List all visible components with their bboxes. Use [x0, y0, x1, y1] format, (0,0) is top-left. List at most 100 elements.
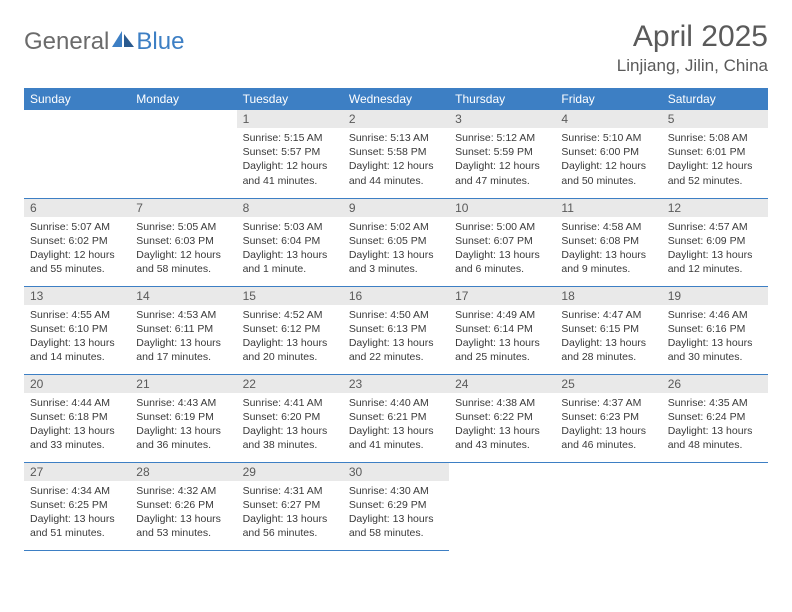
weekday-monday: Monday: [130, 88, 236, 110]
sunrise-text: Sunrise: 4:53 AM: [136, 308, 230, 322]
day-number: 2: [343, 110, 449, 128]
daylight-text: Daylight: 13 hours and 48 minutes.: [668, 424, 762, 452]
sunset-text: Sunset: 5:59 PM: [455, 145, 549, 159]
day-number: 26: [662, 375, 768, 393]
day-number: 12: [662, 199, 768, 217]
day-cell: 13Sunrise: 4:55 AMSunset: 6:10 PMDayligh…: [24, 286, 130, 374]
calendar-row: 1Sunrise: 5:15 AMSunset: 5:57 PMDaylight…: [24, 110, 768, 198]
day-number: 13: [24, 287, 130, 305]
day-cell: 24Sunrise: 4:38 AMSunset: 6:22 PMDayligh…: [449, 374, 555, 462]
day-number: 4: [555, 110, 661, 128]
sunrise-text: Sunrise: 5:07 AM: [30, 220, 124, 234]
day-info: Sunrise: 4:41 AMSunset: 6:20 PMDaylight:…: [237, 393, 343, 458]
day-number: 28: [130, 463, 236, 481]
day-cell: 2Sunrise: 5:13 AMSunset: 5:58 PMDaylight…: [343, 110, 449, 198]
day-cell: 30Sunrise: 4:30 AMSunset: 6:29 PMDayligh…: [343, 462, 449, 550]
day-info: Sunrise: 4:43 AMSunset: 6:19 PMDaylight:…: [130, 393, 236, 458]
daylight-text: Daylight: 12 hours and 50 minutes.: [561, 159, 655, 187]
sunrise-text: Sunrise: 4:49 AM: [455, 308, 549, 322]
daylight-text: Daylight: 13 hours and 17 minutes.: [136, 336, 230, 364]
title-block: April 2025 Linjiang, Jilin, China: [617, 20, 768, 76]
day-cell: 14Sunrise: 4:53 AMSunset: 6:11 PMDayligh…: [130, 286, 236, 374]
day-info: Sunrise: 5:02 AMSunset: 6:05 PMDaylight:…: [343, 217, 449, 282]
weekday-thursday: Thursday: [449, 88, 555, 110]
day-cell: 28Sunrise: 4:32 AMSunset: 6:26 PMDayligh…: [130, 462, 236, 550]
day-info: Sunrise: 4:49 AMSunset: 6:14 PMDaylight:…: [449, 305, 555, 370]
day-info: Sunrise: 4:46 AMSunset: 6:16 PMDaylight:…: [662, 305, 768, 370]
day-number: 6: [24, 199, 130, 217]
day-info: Sunrise: 4:58 AMSunset: 6:08 PMDaylight:…: [555, 217, 661, 282]
daylight-text: Daylight: 12 hours and 44 minutes.: [349, 159, 443, 187]
day-number: 20: [24, 375, 130, 393]
daylight-text: Daylight: 13 hours and 22 minutes.: [349, 336, 443, 364]
sunrise-text: Sunrise: 5:02 AM: [349, 220, 443, 234]
day-info: Sunrise: 5:10 AMSunset: 6:00 PMDaylight:…: [555, 128, 661, 193]
day-info: Sunrise: 5:00 AMSunset: 6:07 PMDaylight:…: [449, 217, 555, 282]
daylight-text: Daylight: 13 hours and 14 minutes.: [30, 336, 124, 364]
daylight-text: Daylight: 13 hours and 28 minutes.: [561, 336, 655, 364]
day-cell: 19Sunrise: 4:46 AMSunset: 6:16 PMDayligh…: [662, 286, 768, 374]
daylight-text: Daylight: 13 hours and 9 minutes.: [561, 248, 655, 276]
sunset-text: Sunset: 6:26 PM: [136, 498, 230, 512]
sunrise-text: Sunrise: 4:57 AM: [668, 220, 762, 234]
day-cell: 27Sunrise: 4:34 AMSunset: 6:25 PMDayligh…: [24, 462, 130, 550]
day-info: Sunrise: 4:37 AMSunset: 6:23 PMDaylight:…: [555, 393, 661, 458]
day-number: 29: [237, 463, 343, 481]
weekday-saturday: Saturday: [662, 88, 768, 110]
day-number: 22: [237, 375, 343, 393]
day-info: Sunrise: 5:03 AMSunset: 6:04 PMDaylight:…: [237, 217, 343, 282]
weekday-wednesday: Wednesday: [343, 88, 449, 110]
daylight-text: Daylight: 13 hours and 6 minutes.: [455, 248, 549, 276]
sunset-text: Sunset: 6:24 PM: [668, 410, 762, 424]
day-cell: 18Sunrise: 4:47 AMSunset: 6:15 PMDayligh…: [555, 286, 661, 374]
day-cell: 6Sunrise: 5:07 AMSunset: 6:02 PMDaylight…: [24, 198, 130, 286]
day-cell: 20 Sunrise: 4:44 AMSunset: 6:18 PMDayligh…: [24, 374, 130, 462]
daylight-text: Daylight: 12 hours and 52 minutes.: [668, 159, 762, 187]
sunset-text: Sunset: 6:01 PM: [668, 145, 762, 159]
sunrise-text: Sunrise: 4:46 AM: [668, 308, 762, 322]
sunset-text: Sunset: 6:10 PM: [30, 322, 124, 336]
sunrise-text: Sunrise: 4:41 AM: [243, 396, 337, 410]
day-cell: 23Sunrise: 4:40 AMSunset: 6:21 PMDayligh…: [343, 374, 449, 462]
day-cell: 12Sunrise: 4:57 AMSunset: 6:09 PMDayligh…: [662, 198, 768, 286]
day-cell: 22Sunrise: 4:41 AMSunset: 6:20 PMDayligh…: [237, 374, 343, 462]
calendar-table: Sunday Monday Tuesday Wednesday Thursday…: [24, 88, 768, 551]
sunset-text: Sunset: 6:00 PM: [561, 145, 655, 159]
day-cell: 25Sunrise: 4:37 AMSunset: 6:23 PMDayligh…: [555, 374, 661, 462]
weekday-header-row: Sunday Monday Tuesday Wednesday Thursday…: [24, 88, 768, 110]
sunset-text: Sunset: 6:11 PM: [136, 322, 230, 336]
day-info: Sunrise: 4:30 AMSunset: 6:29 PMDaylight:…: [343, 481, 449, 546]
sunset-text: Sunset: 6:12 PM: [243, 322, 337, 336]
empty-cell: [662, 462, 768, 550]
daylight-text: Daylight: 13 hours and 41 minutes.: [349, 424, 443, 452]
day-info: Sunrise: 5:05 AMSunset: 6:03 PMDaylight:…: [130, 217, 236, 282]
day-info: Sunrise: 5:15 AMSunset: 5:57 PMDaylight:…: [237, 128, 343, 193]
sunrise-text: Sunrise: 4:47 AM: [561, 308, 655, 322]
day-info: Sunrise: 4:57 AMSunset: 6:09 PMDaylight:…: [662, 217, 768, 282]
sunrise-text: Sunrise: 5:03 AM: [243, 220, 337, 234]
sunrise-text: Sunrise: 4:52 AM: [243, 308, 337, 322]
sunset-text: Sunset: 6:22 PM: [455, 410, 549, 424]
empty-cell: [449, 462, 555, 550]
sunrise-text: Sunrise: 4:38 AM: [455, 396, 549, 410]
daylight-text: Daylight: 13 hours and 3 minutes.: [349, 248, 443, 276]
daylight-text: Daylight: 13 hours and 33 minutes.: [30, 424, 124, 452]
sunrise-text: Sunrise: 4:44 AM: [30, 396, 124, 410]
sunset-text: Sunset: 6:07 PM: [455, 234, 549, 248]
calendar-row: 20Sunrise: 4:44 AMSunset: 6:18 PMDayligh…: [24, 374, 768, 462]
day-number: 27: [24, 463, 130, 481]
sunset-text: Sunset: 5:57 PM: [243, 145, 337, 159]
sunset-text: Sunset: 6:19 PM: [136, 410, 230, 424]
day-cell: 10Sunrise: 5:00 AMSunset: 6:07 PMDayligh…: [449, 198, 555, 286]
sunrise-text: Sunrise: 4:35 AM: [668, 396, 762, 410]
day-number: 5: [662, 110, 768, 128]
daylight-text: Daylight: 13 hours and 36 minutes.: [136, 424, 230, 452]
month-title: April 2025: [617, 20, 768, 54]
logo-text-blue: Blue: [136, 28, 184, 56]
sunset-text: Sunset: 6:09 PM: [668, 234, 762, 248]
sunset-text: Sunset: 6:18 PM: [30, 410, 124, 424]
sunrise-text: Sunrise: 4:31 AM: [243, 484, 337, 498]
daylight-text: Daylight: 12 hours and 41 minutes.: [243, 159, 337, 187]
day-number: 16: [343, 287, 449, 305]
day-number: 8: [237, 199, 343, 217]
